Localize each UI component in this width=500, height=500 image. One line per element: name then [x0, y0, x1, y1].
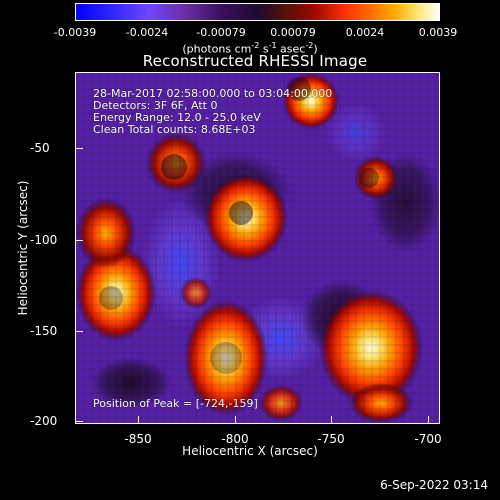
- overlay-detectors: Detectors: 3F 6F, Att 0: [93, 99, 218, 112]
- colorbar-units-prefix: (photons cm: [182, 42, 252, 56]
- y-axis-tick-label: -200: [30, 414, 58, 428]
- overlay-time-range: 28-Mar-2017 02:58:00.000 to 03:04:00.000: [93, 87, 333, 100]
- y-axis-tick: [75, 331, 83, 332]
- colorbar-units-mid2: asec: [276, 42, 306, 56]
- x-axis-tick-label: -750: [317, 432, 345, 446]
- peak-position-label: Position of Peak = [-724,-159]: [93, 397, 258, 410]
- y-axis-tick-label: -50: [30, 141, 50, 155]
- colorbar: [75, 3, 440, 21]
- colorbar-tick-label: -0.0039: [53, 26, 97, 39]
- y-axis-tick-label: -150: [30, 324, 58, 338]
- overlay-energy-range: Energy Range: 12.0 - 25.0 keV: [93, 111, 261, 124]
- y-axis-tick: [75, 421, 83, 422]
- x-axis-tick: [331, 416, 332, 424]
- x-axis-tick-label: -800: [221, 432, 249, 446]
- colorbar-tick-label: -0.00079: [196, 26, 246, 39]
- y-axis-tick-label: -100: [30, 233, 58, 247]
- overlay-clean-counts: Clean Total counts: 8.68E+03: [93, 123, 256, 136]
- colorbar-units-sup1: -2: [251, 41, 260, 50]
- x-axis-tick-label: -700: [414, 432, 442, 446]
- colorbar-units-suffix: ): [313, 42, 318, 56]
- image-title: Reconstructed RHESSI Image: [142, 52, 368, 70]
- colorbar-units-mid1: s: [259, 42, 269, 56]
- x-axis-tick: [428, 416, 429, 424]
- reconstructed-image-frame: [75, 72, 440, 424]
- y-axis-tick: [75, 148, 83, 149]
- colorbar-units: (photons cm-2 s-1 asec-2): [150, 41, 350, 56]
- colorbar-tick-label: -0.0024: [125, 26, 169, 39]
- x-axis-tick-label: -850: [124, 432, 152, 446]
- reconstructed-image: [76, 73, 439, 423]
- y-axis-tick: [75, 240, 83, 241]
- x-axis-tick: [235, 416, 236, 424]
- x-axis-tick: [138, 416, 139, 424]
- x-axis-label: Heliocentric X (arcsec): [182, 444, 318, 458]
- colorbar-tick-label: 0.0024: [345, 26, 385, 39]
- colorbar-units-sup2: -1: [268, 41, 277, 50]
- footer-timestamp: 6-Sep-2022 03:14: [380, 478, 488, 492]
- colorbar-units-sup3: -2: [305, 41, 314, 50]
- colorbar-tick-label: 0.0039: [418, 26, 458, 39]
- y-axis-label: Heliocentric Y (arcsec): [16, 180, 30, 316]
- colorbar-tick-label: 0.00079: [270, 26, 316, 39]
